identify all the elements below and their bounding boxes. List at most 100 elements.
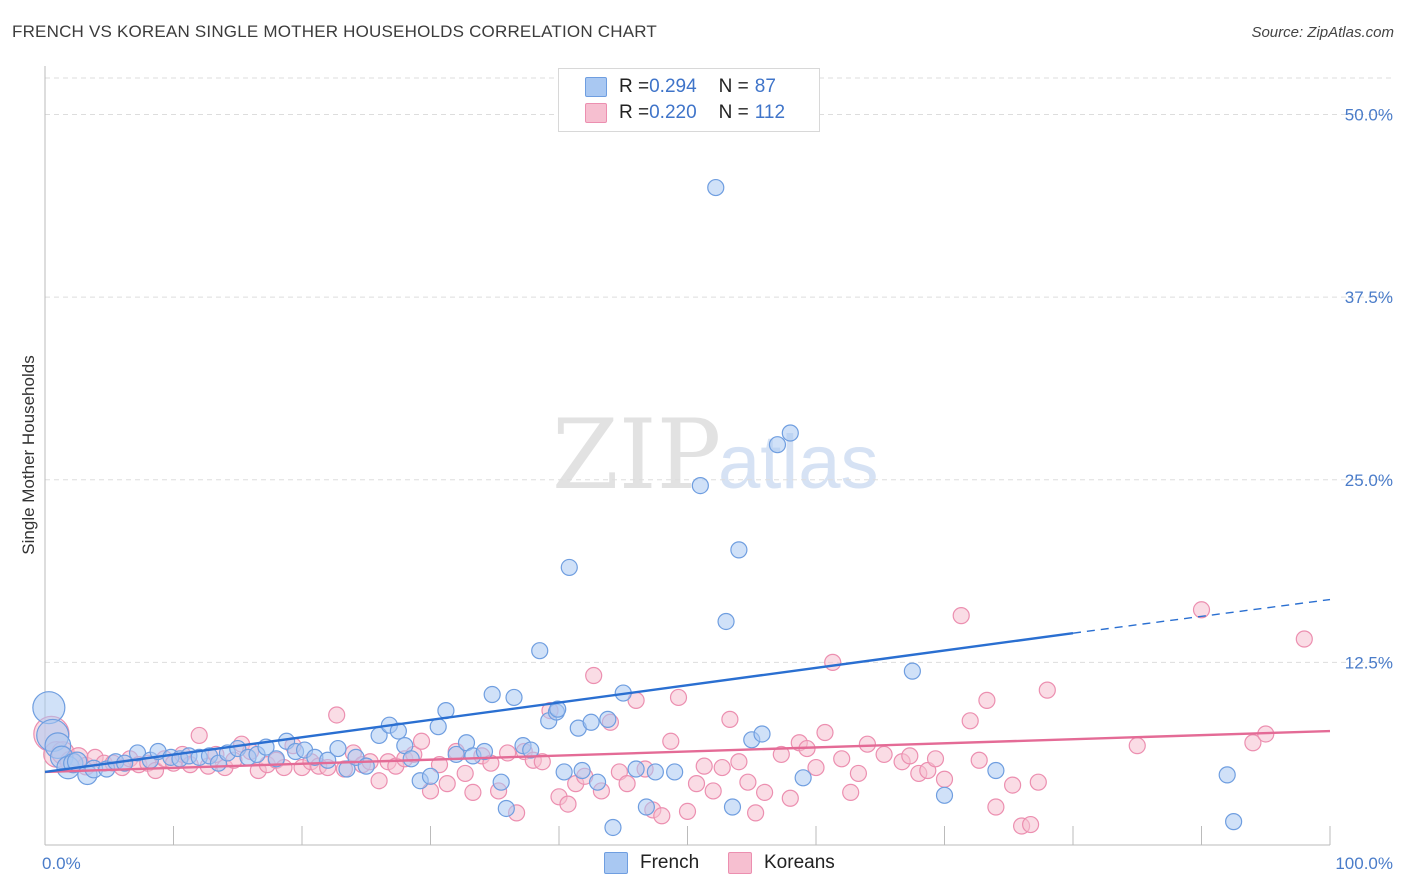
watermark-zip: ZIP [552,399,721,511]
korean-point [456,764,474,783]
x-tick-labels: 0.0% 100.0% [42,854,1393,873]
french-point [1218,766,1236,784]
korean-point [1021,815,1040,834]
korean-point [1029,773,1047,791]
korean-point [412,732,431,750]
french-point [549,700,567,718]
legend-swatch-koreans [585,103,607,123]
legend-swatch-koreans [728,852,752,874]
french-point [753,725,771,743]
korean-point [824,653,842,671]
y-tick-label: 50.0% [1345,106,1393,125]
korean-point [662,732,680,750]
korean-point [935,770,954,788]
korean-point [1004,776,1022,794]
french-point [903,662,921,680]
french-point [1225,813,1243,831]
french-point [267,750,285,768]
korean-point [695,757,713,775]
korean-point [328,706,346,724]
x-tick-label: 100.0% [1335,854,1393,873]
trend-lines [44,598,1331,774]
french-point [627,760,645,778]
source-label: Source: ZipAtlas.com [1251,24,1394,41]
french-point [781,424,799,442]
legend-n-label: N = [718,102,749,123]
korean-point [755,783,774,802]
legend-r-value: 0.220 [649,102,697,123]
korean-point [926,750,945,768]
french-point [723,798,742,816]
french-point [588,773,607,791]
korean-point [739,773,757,791]
french-point [32,691,66,725]
watermark: ZIP atlas [552,399,879,511]
korean-point [585,666,603,685]
korean-point [849,764,868,783]
korean-point [952,607,970,625]
korean-point [987,798,1005,816]
chart-title: FRENCH VS KOREAN SINGLE MOTHER HOUSEHOLD… [12,22,657,41]
french-point [717,612,735,631]
french-point [987,761,1005,780]
korean-point [772,745,790,764]
french-point [666,763,684,781]
french-point [492,773,510,791]
korean-point [730,753,748,771]
korean-point [1295,630,1313,648]
korean-point [816,723,834,742]
korean-point [533,753,551,771]
legend-row-french: R = 0.294 N = 87 [585,75,776,99]
french-point [637,798,655,816]
legend-r-label: R = [619,102,650,123]
french-point [768,436,787,454]
legend-n-label: N = [718,76,749,97]
french-point [707,178,725,197]
french-point [582,713,600,731]
axes [44,66,1331,846]
korean-point [901,747,919,765]
korean-point [833,750,851,768]
french-point [730,541,748,559]
legend-item-french[interactable]: French [604,852,699,874]
french-point [599,710,617,728]
korean-point [678,802,697,820]
french-point [531,642,549,660]
korean-point [1038,681,1056,699]
koreans-trend-line [44,729,1331,774]
korean-point [559,795,577,813]
korean-point [842,783,860,802]
korean-point [978,691,996,709]
french-point [604,818,622,837]
legend-label-koreans: Koreans [764,852,835,873]
french-point [646,763,664,781]
korean-point [781,789,799,807]
gridlines [45,77,1394,663]
korean-point [970,751,988,769]
y-axis-label: Single Mother Households [19,355,38,554]
korean-point [618,775,636,793]
french-point [691,477,709,495]
legend-label-french: French [640,852,700,873]
french-point [560,558,578,577]
korean-point [721,710,739,728]
legend-r-label: R = [619,76,650,97]
series-legend: French Koreans [0,852,1406,878]
korean-point [713,758,731,777]
legend-n-value: 87 [754,76,776,97]
legend-swatch-french [604,852,628,874]
french-point [338,760,356,778]
x-tick-label: 0.0% [42,854,81,873]
legend-row-koreans: R = 0.220 N = 112 [585,101,785,125]
legend-item-koreans[interactable]: Koreans [728,852,835,874]
y-tick-label: 37.5% [1345,288,1393,307]
korean-point [1192,601,1211,619]
korean-point [1244,734,1262,752]
legend-swatch-french [585,77,607,97]
korean-point [807,758,825,777]
french-point [475,742,494,761]
series-koreans-points [33,601,1313,835]
french-point [505,688,523,707]
korean-point [190,726,208,745]
